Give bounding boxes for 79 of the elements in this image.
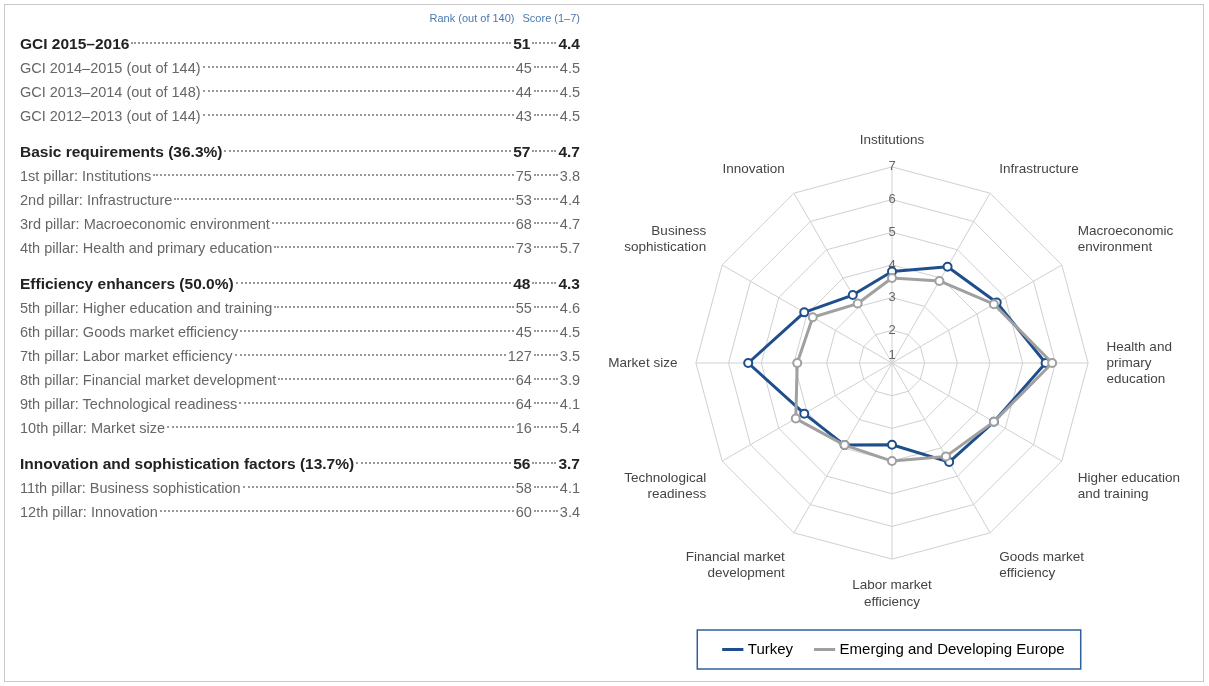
text: 4th pillar: Health and primary education [20,239,273,258]
spoke-label: Innovation [722,160,785,176]
text: 60 [515,503,532,522]
text: 56 [513,454,531,474]
text: Innovation and sophistication factors (13.7%) [20,454,355,474]
text: 5.7 [559,239,580,258]
text: 3rd pillar: Macroeconomic environment [20,215,270,234]
spoke-label: Institutions [859,132,925,148]
text: 53 [515,191,532,210]
text: Score (1–7) [522,12,580,24]
text: Efficiency enhancers (50.0%) [20,274,234,294]
text: GCI 2012–2013 (out of 144) [20,107,201,126]
legend-label: Emerging and Developing Europe [839,639,1065,657]
spoke-label: Health and primary education [1106,338,1172,386]
text: 68 [515,215,532,234]
text: 10th pillar: Market size [20,419,166,438]
text: 73 [515,239,532,258]
spoke-label: Infrastructure [999,160,1079,176]
text: 45 [515,59,532,78]
text: 4.1 [559,479,580,498]
text: 8th pillar: Financial market development [20,371,277,390]
text: 75 [515,167,532,186]
spoke-label: Business sophistication [624,223,707,255]
text: 4.1 [559,395,580,414]
text: 3.8 [559,167,580,186]
spoke-label: Macroeconomic environment [1077,223,1174,255]
text: 4.3 [558,274,580,294]
y-tick-label: 3 [888,289,896,305]
text: 11th pillar: Business sophistication [20,479,241,498]
text: 64 [515,395,532,414]
text: Basic requirements (36.3%) [20,142,223,162]
text: GCI 2015–2016 [20,34,130,54]
text: 58 [515,479,532,498]
text: 4.4 [558,34,580,54]
text: 2nd pillar: Infrastructure [20,191,173,210]
text: 64 [515,371,532,390]
text: GCI 2014–2015 (out of 144) [20,59,201,78]
text: 4.5 [559,107,580,126]
text: 5th pillar: Higher education and training [20,299,273,318]
spoke-label: Market size [608,354,678,370]
text: 4.7 [558,142,580,162]
text: 127 [507,347,532,366]
text: 3.4 [559,503,580,522]
spoke-label: Higher education and training [1077,470,1180,502]
text: 5.4 [559,419,580,438]
text: 4.5 [559,83,580,102]
text: 3.5 [559,347,580,366]
text: 4.6 [559,299,580,318]
y-tick-label: 1 [888,346,896,362]
text: 16 [515,419,532,438]
text: 55 [515,299,532,318]
text: 45 [515,323,532,342]
y-tick-label: 7 [888,158,896,174]
text: 7th pillar: Labor market efficiency [20,347,233,366]
spoke-label: Financial market development [685,548,785,580]
text: 6th pillar: Goods market efficiency [20,323,239,342]
text: 12th pillar: Innovation [20,503,158,522]
text: 1st pillar: Institutions [20,167,152,186]
y-tick-label: 2 [888,321,896,337]
text: 43 [515,107,532,126]
text: 4.5 [559,323,580,342]
text: 48 [513,274,531,294]
text: 51 [513,34,531,54]
text: 44 [515,83,532,102]
y-tick-label: 5 [888,223,896,239]
y-tick-label: 6 [888,191,896,207]
text: GCI 2013–2014 (out of 148) [20,83,201,102]
text: 3.7 [558,454,580,474]
spoke-label: Labor market efficiency [852,577,933,609]
text: Rank (out of 140) [429,12,515,24]
text: 9th pillar: Technological readiness [20,395,238,414]
spoke-label: Technological readiness [624,470,707,502]
text: 57 [513,142,531,162]
text: 4.5 [559,59,580,78]
text: 3.9 [559,371,580,390]
spoke-label: Goods market efficiency [999,548,1085,580]
text: 4.7 [559,215,580,234]
legend-label: Turkey [747,639,794,657]
text: 4.4 [559,191,580,210]
